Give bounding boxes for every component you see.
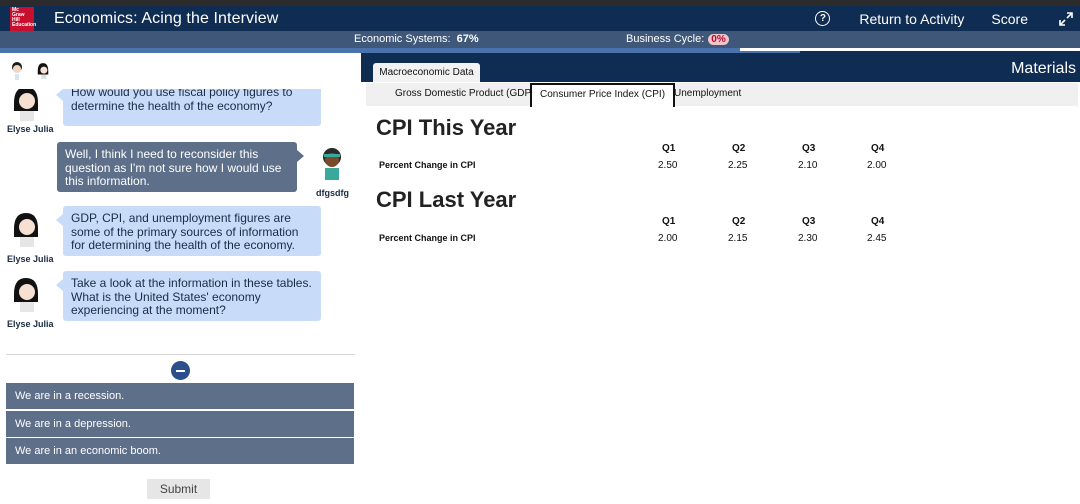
message-text: Take a look at the information in these …	[71, 276, 312, 317]
elyse-avatar-icon	[14, 278, 38, 312]
table-cell: 2.15	[728, 233, 748, 244]
table-title: CPI This Year	[376, 115, 517, 140]
header-actions: ? Return to Activity Score	[815, 6, 1080, 31]
user-avatar-icon	[323, 148, 341, 180]
tab-cpi[interactable]: Consumer Price Index (CPI)	[530, 83, 676, 107]
business-cycle-progress: Business Cycle: 0%	[626, 33, 729, 45]
elyse-avatar-icon	[37, 63, 49, 79]
progress-bar: Economic Systems: 67% Business Cycle: 0%	[0, 31, 1080, 48]
column-header: Q1	[662, 216, 676, 227]
app-title: Economics: Acing the Interview	[54, 9, 279, 27]
chat-log: Elyse Julia How would you use fiscal pol…	[0, 89, 361, 351]
economic-systems-progress: Economic Systems: 67%	[354, 33, 479, 45]
tab-macroeconomic-data[interactable]: Macroeconomic Data	[373, 63, 480, 82]
tab-gdp[interactable]: Gross Domestic Product (GDP)	[395, 88, 535, 99]
economic-systems-value: 67%	[456, 33, 479, 45]
answer-option[interactable]: We are in a recession.	[6, 383, 354, 409]
row-label: Percent Change in CPI	[379, 160, 476, 170]
column-header: Q4	[871, 143, 885, 154]
economic-systems-label: Economic Systems:	[354, 33, 451, 45]
progress-line	[0, 48, 1080, 53]
participant-avatars	[0, 53, 361, 89]
submit-button[interactable]: Submit	[147, 479, 210, 499]
player-avatar-icon	[12, 62, 22, 80]
column-header: Q2	[732, 143, 746, 154]
return-to-activity-link[interactable]: Return to Activity	[859, 10, 965, 27]
chat-message-user: Well, I think I need to reconsider this …	[57, 142, 304, 192]
column-header: Q2	[732, 216, 746, 227]
table-cell: 2.00	[867, 160, 887, 171]
message-text: How would you use fiscal policy figures …	[71, 89, 293, 113]
row-label: Percent Change in CPI	[379, 233, 476, 243]
speaker-name: Elyse Julia	[7, 254, 54, 264]
sub-tab-bar: Gross Domestic Product (GDP) Consumer Pr…	[366, 83, 1078, 107]
table-cell: 2.00	[658, 233, 678, 244]
column-header: Q1	[662, 143, 676, 154]
top-strip	[0, 0, 1080, 6]
table-cell: 2.45	[867, 233, 887, 244]
message-text: Well, I think I need to reconsider this …	[65, 147, 282, 188]
elyse-avatar-icon	[14, 89, 38, 121]
materials-bar: Macroeconomic Data Materials	[361, 53, 1080, 82]
table-title: CPI Last Year	[376, 187, 517, 212]
column-header: Q4	[871, 216, 885, 227]
message-text: GDP, CPI, and unemployment figures are s…	[71, 211, 299, 252]
table-cell: 2.10	[798, 160, 818, 171]
progress-remaining	[740, 48, 1080, 51]
speaker-name: dfgsdfg	[316, 188, 349, 198]
answer-option[interactable]: We are in an economic boom.	[6, 438, 354, 464]
business-cycle-badge: 0%	[708, 34, 729, 45]
business-cycle-label: Business Cycle:	[626, 33, 705, 45]
answer-option[interactable]: We are in a depression.	[6, 411, 354, 437]
app-header: Mc Graw Hill Education Economics: Acing …	[0, 6, 1080, 31]
progress-fill	[0, 48, 800, 53]
speaker-name: Elyse Julia	[7, 124, 54, 134]
collapse-minus-icon[interactable]	[171, 361, 190, 380]
question-circle-icon[interactable]: ?	[815, 11, 831, 26]
chat-message: GDP, CPI, and unemployment figures are s…	[56, 206, 321, 256]
speaker-name: Elyse Julia	[7, 319, 54, 329]
score-link[interactable]: Score	[991, 10, 1028, 27]
table-cell: 2.50	[658, 160, 678, 171]
table-cell: 2.30	[798, 233, 818, 244]
chat-message: How would you use fiscal policy figures …	[56, 89, 321, 126]
divider	[6, 354, 355, 355]
column-header: Q3	[802, 216, 816, 227]
tab-unemployment[interactable]: Unemployment	[674, 88, 742, 99]
conversation-panel: Elyse Julia How would you use fiscal pol…	[0, 53, 361, 504]
chat-message: Take a look at the information in these …	[56, 271, 321, 321]
elyse-avatar-icon	[14, 213, 38, 247]
table-cell: 2.25	[728, 160, 748, 171]
materials-panel: Macroeconomic Data Materials Gross Domes…	[361, 53, 1080, 504]
mcgraw-hill-logo: Mc Graw Hill Education	[10, 6, 36, 31]
expand-arrows-icon[interactable]	[1058, 11, 1074, 27]
column-header: Q3	[802, 143, 816, 154]
materials-title: Materials	[1011, 60, 1076, 77]
